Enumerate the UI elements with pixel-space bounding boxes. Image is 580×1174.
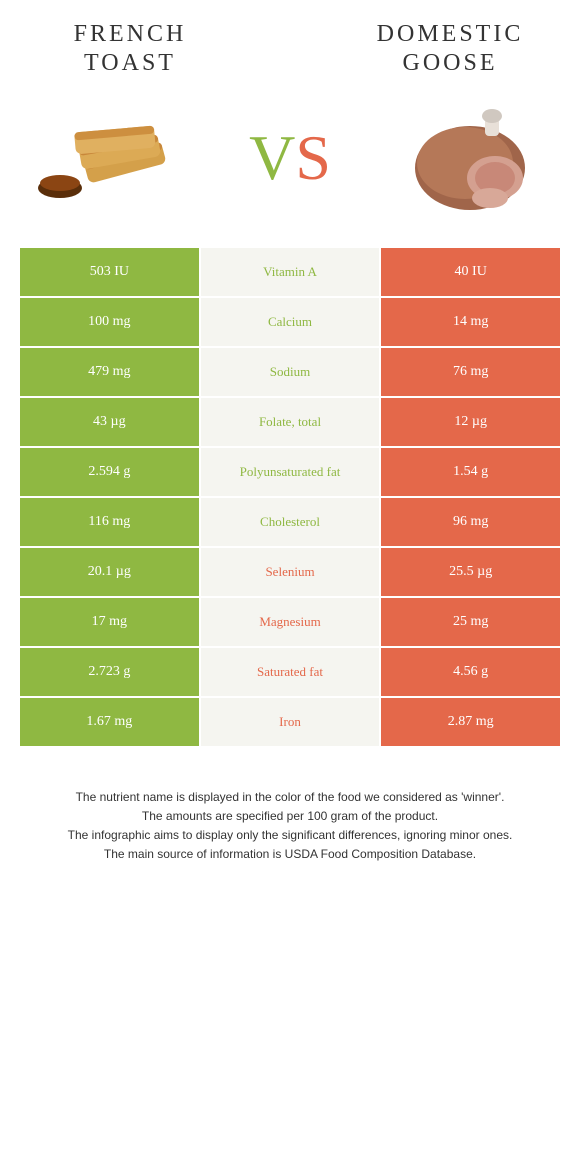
value-left: 1.67 mg: [20, 698, 199, 746]
value-right: 1.54 g: [381, 448, 560, 496]
value-right: 40 IU: [381, 248, 560, 296]
footer-note: The nutrient name is displayed in the co…: [30, 788, 550, 807]
table-row: 503 IUVitamin A40 IU: [20, 248, 560, 296]
value-left: 43 µg: [20, 398, 199, 446]
nutrient-name: Vitamin A: [201, 248, 380, 296]
nutrient-name: Polyunsaturated fat: [201, 448, 380, 496]
value-right: 14 mg: [381, 298, 560, 346]
value-right: 96 mg: [381, 498, 560, 546]
value-left: 2.723 g: [20, 648, 199, 696]
footer-notes: The nutrient name is displayed in the co…: [0, 748, 580, 895]
table-row: 20.1 µgSelenium25.5 µg: [20, 548, 560, 596]
value-right: 2.87 mg: [381, 698, 560, 746]
nutrient-name: Magnesium: [201, 598, 380, 646]
footer-note: The amounts are specified per 100 gram o…: [30, 807, 550, 826]
table-row: 116 mgCholesterol96 mg: [20, 498, 560, 546]
value-left: 100 mg: [20, 298, 199, 346]
nutrient-name: Selenium: [201, 548, 380, 596]
value-right: 25.5 µg: [381, 548, 560, 596]
food-title-left: FRENCH TOAST: [40, 20, 220, 78]
header: FRENCH TOAST DOMESTIC GOOSE: [0, 0, 580, 88]
value-left: 479 mg: [20, 348, 199, 396]
nutrient-name: Cholesterol: [201, 498, 380, 546]
title-line: FRENCH: [40, 20, 220, 49]
table-row: 479 mgSodium76 mg: [20, 348, 560, 396]
vs-s: S: [295, 122, 331, 193]
vs-label: VS: [249, 121, 331, 195]
table-row: 100 mgCalcium14 mg: [20, 298, 560, 346]
nutrient-name: Sodium: [201, 348, 380, 396]
nutrient-name: Saturated fat: [201, 648, 380, 696]
footer-note: The main source of information is USDA F…: [30, 845, 550, 864]
value-left: 17 mg: [20, 598, 199, 646]
nutrient-name: Iron: [201, 698, 380, 746]
vs-section: VS: [0, 88, 580, 248]
food-image-right: [390, 98, 550, 218]
food-image-left: [30, 98, 190, 218]
title-line: DOMESTIC: [360, 20, 540, 49]
table-row: 17 mgMagnesium25 mg: [20, 598, 560, 646]
nutrient-name: Folate, total: [201, 398, 380, 446]
table-row: 43 µgFolate, total12 µg: [20, 398, 560, 446]
value-left: 116 mg: [20, 498, 199, 546]
title-line: GOOSE: [360, 49, 540, 78]
vs-v: V: [249, 122, 295, 193]
value-right: 76 mg: [381, 348, 560, 396]
value-right: 12 µg: [381, 398, 560, 446]
table-row: 2.594 gPolyunsaturated fat1.54 g: [20, 448, 560, 496]
nutrient-table: 503 IUVitamin A40 IU100 mgCalcium14 mg47…: [20, 248, 560, 746]
footer-note: The infographic aims to display only the…: [30, 826, 550, 845]
table-row: 2.723 gSaturated fat4.56 g: [20, 648, 560, 696]
value-left: 20.1 µg: [20, 548, 199, 596]
value-right: 4.56 g: [381, 648, 560, 696]
value-right: 25 mg: [381, 598, 560, 646]
value-left: 503 IU: [20, 248, 199, 296]
title-line: TOAST: [40, 49, 220, 78]
food-title-right: DOMESTIC GOOSE: [360, 20, 540, 78]
nutrient-name: Calcium: [201, 298, 380, 346]
value-left: 2.594 g: [20, 448, 199, 496]
table-row: 1.67 mgIron2.87 mg: [20, 698, 560, 746]
